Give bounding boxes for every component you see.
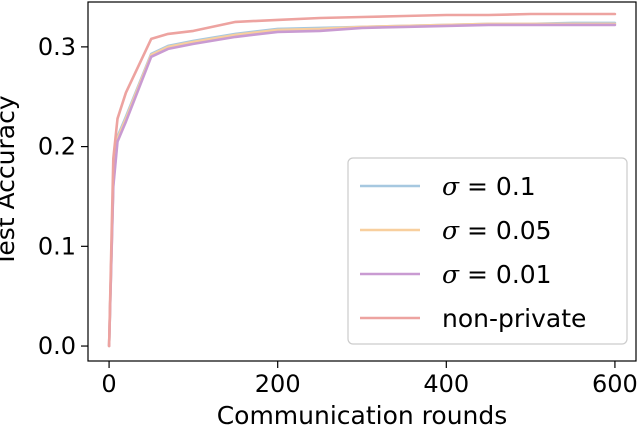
x-axis-label: Communication rounds: [217, 401, 508, 430]
legend: σ = 0.1 σ = 0.05 σ = 0.01 non-private: [347, 157, 628, 345]
series-layer: [107, 12, 617, 348]
legend-label-1: σ = 0.1: [442, 172, 536, 201]
x-tick-label-1: 200: [255, 370, 301, 398]
series-line-3: [107, 23, 617, 348]
ticks-layer: 0 200 400 600 0.0 0.1 0.2 0.3: [38, 33, 638, 398]
legend-box: [347, 157, 628, 345]
y-tick-label-1: 0.1: [38, 232, 76, 260]
plot-frame: [87, 1, 637, 362]
x-tick-label-0: 0: [101, 370, 116, 398]
series-line-4: [107, 12, 617, 348]
legend-label-4: non-private: [442, 304, 586, 333]
legend-label-3: σ = 0.01: [442, 260, 552, 289]
x-tick-label-2: 400: [423, 370, 469, 398]
y-tick-label-0: 0.0: [38, 332, 76, 360]
legend-label-2: σ = 0.05: [442, 216, 552, 245]
y-tick-label-2: 0.2: [38, 133, 76, 161]
y-axis-label: Test Accuracy: [0, 95, 20, 268]
x-tick-label-3: 600: [592, 370, 638, 398]
y-tick-label-3: 0.3: [38, 33, 76, 61]
